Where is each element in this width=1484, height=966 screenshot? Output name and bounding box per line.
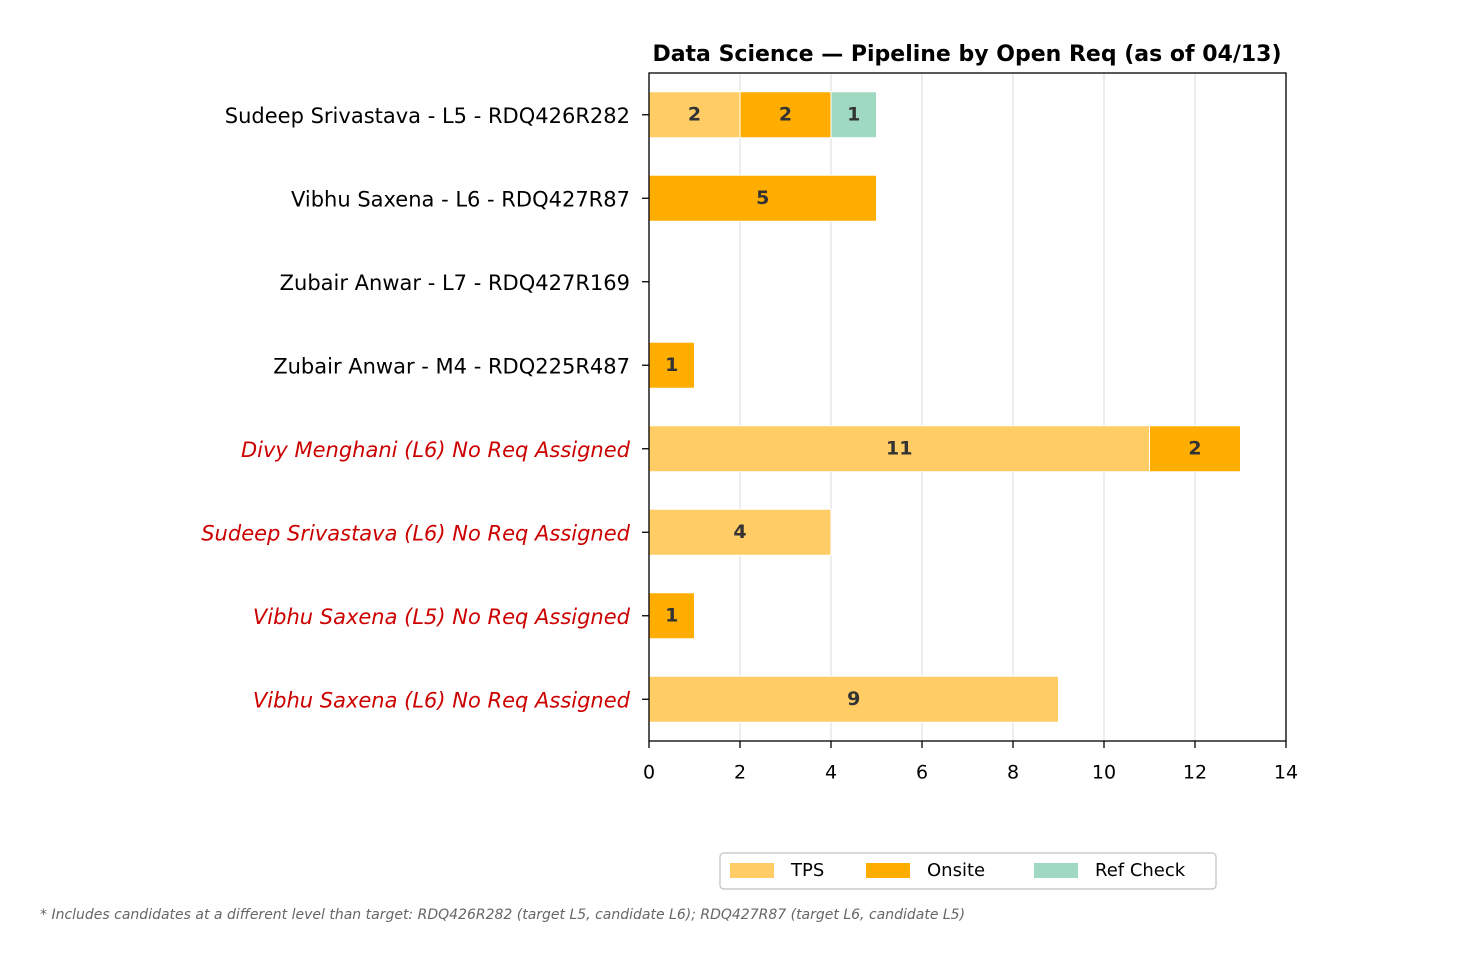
bar-segment [648, 341, 695, 389]
x-tick-label: 10 [1092, 762, 1116, 784]
y-tick-label: Zubair Anwar - M4 - RDQ225R487 [273, 354, 630, 378]
data-label: 1 [665, 604, 678, 626]
data-label: 11 [886, 437, 912, 459]
x-tick-label: 0 [643, 762, 655, 784]
y-tick-label: Divy Menghani (L6) No Req Assigned [241, 438, 631, 462]
legend-swatch [1034, 863, 1078, 878]
data-label: 9 [847, 688, 860, 710]
y-tick-label: Sudeep Srivastava (L6) No Req Assigned [201, 521, 630, 545]
legend-swatch [866, 863, 910, 878]
data-label: 5 [756, 187, 769, 209]
x-tick-label: 8 [1007, 762, 1019, 784]
legend: TPS Onsite Ref Check [719, 852, 1217, 890]
x-tick-label: 6 [916, 762, 928, 784]
footnote: * Includes candidates at a different lev… [40, 907, 965, 923]
chart-title: Data Science — Pipeline by Open Req (as … [652, 42, 1281, 67]
data-label: 4 [733, 521, 746, 543]
x-tick-label: 2 [734, 762, 746, 784]
plot-frame [648, 72, 1287, 742]
legend-swatch [730, 863, 774, 878]
data-label: 2 [1188, 437, 1201, 459]
bar-segment [830, 91, 877, 139]
data-label: 1 [665, 354, 678, 376]
x-tick-label: 12 [1183, 762, 1207, 784]
bar-segment [648, 174, 877, 222]
legend-label: Ref Check [1095, 860, 1186, 881]
bar-segment [648, 675, 1059, 723]
bar-segment [648, 592, 695, 640]
x-tick-label: 4 [825, 762, 837, 784]
y-tick-label: Vibhu Saxena - L6 - RDQ427R87 [291, 187, 630, 211]
y-tick-label: Zubair Anwar - L7 - RDQ427R169 [280, 271, 630, 295]
data-label: 1 [847, 103, 860, 125]
legend-label: TPS [790, 860, 824, 881]
data-label: 2 [779, 103, 792, 125]
data-label: 2 [688, 103, 701, 125]
legend-box [719, 852, 1217, 890]
y-tick-label: Vibhu Saxena (L5) No Req Assigned [253, 605, 631, 629]
y-tick-label: Vibhu Saxena (L6) No Req Assigned [253, 688, 631, 712]
y-tick-label: Sudeep Srivastava - L5 - RDQ426R282 [225, 104, 630, 128]
legend-label: Onsite [927, 860, 985, 881]
grid [648, 73, 1287, 741]
bar-segment [648, 425, 1150, 473]
bar-segment [648, 508, 832, 556]
bar-segment [739, 91, 832, 139]
x-tick-label: 14 [1274, 762, 1298, 784]
bar-segment [1149, 425, 1241, 473]
